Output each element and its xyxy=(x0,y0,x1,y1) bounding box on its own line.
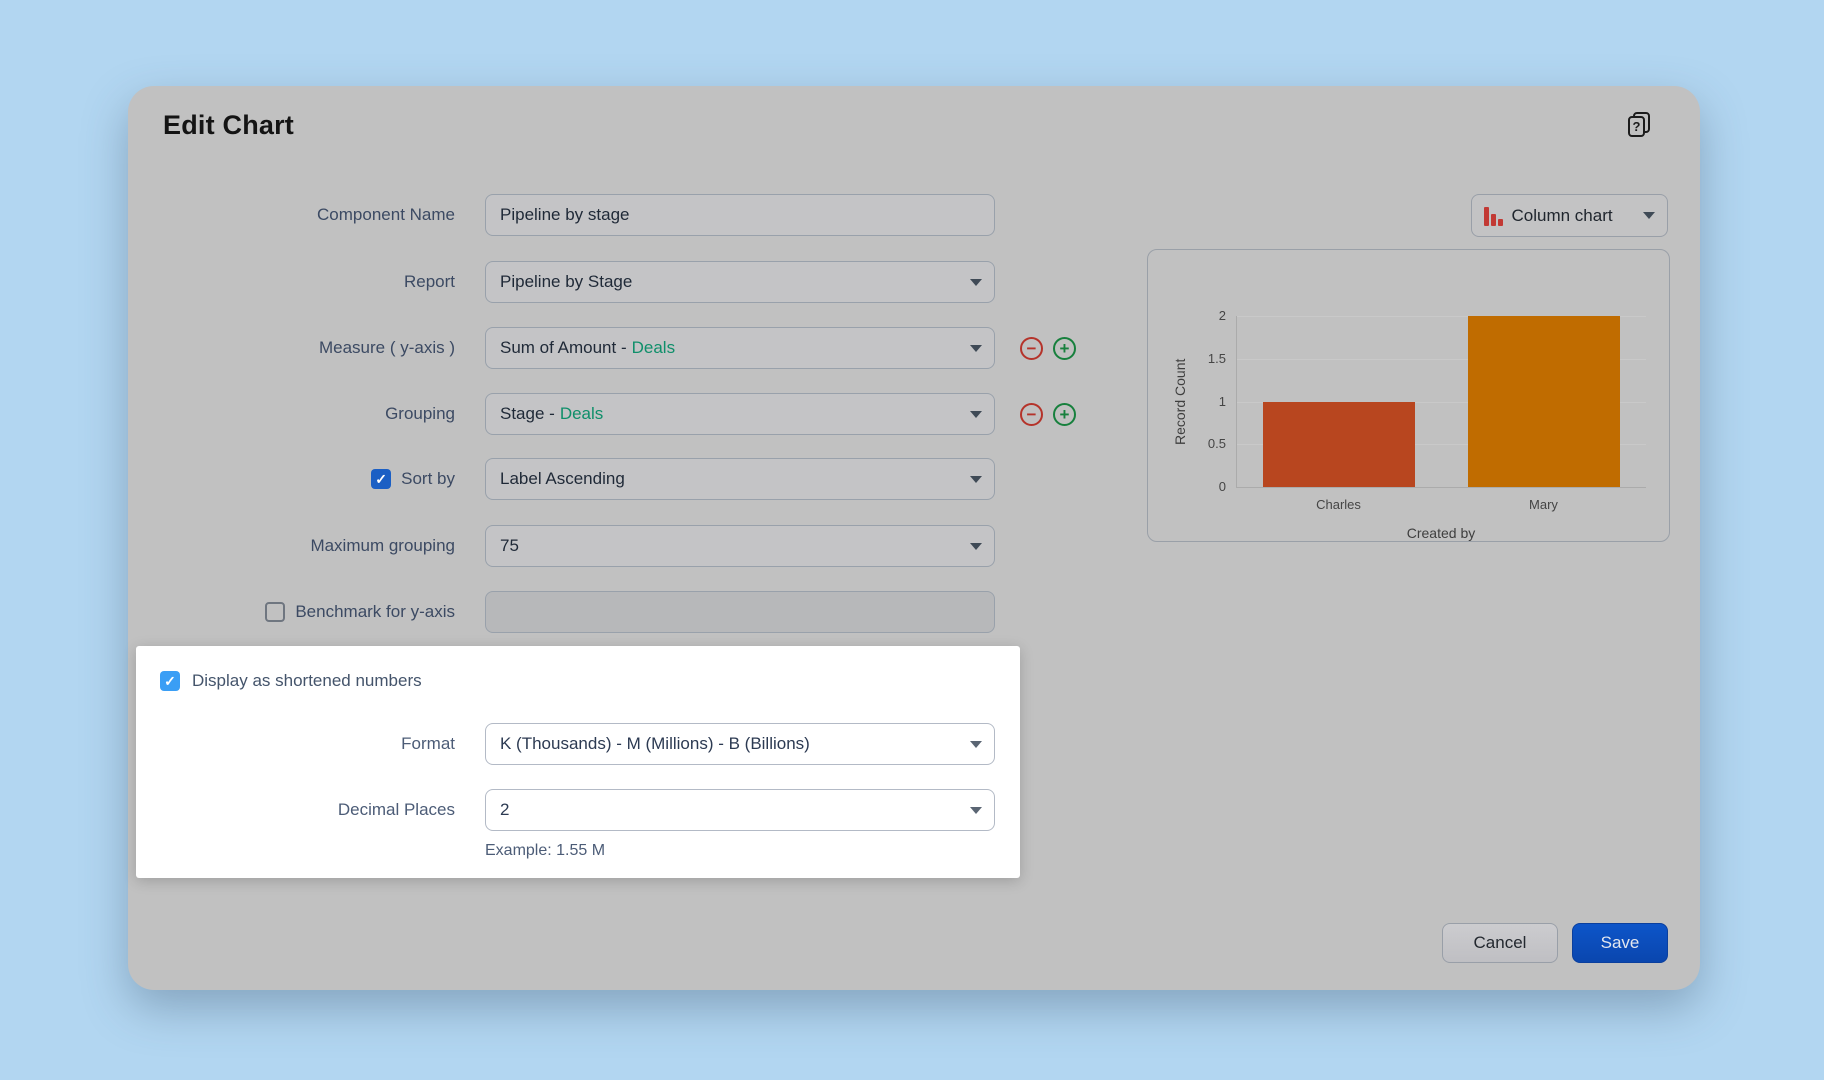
report-label: Report xyxy=(403,272,455,291)
measure-dropdown[interactable]: Sum of Amount - Deals xyxy=(485,327,995,369)
sort-by-label: Sort by xyxy=(401,469,455,488)
chart-bar xyxy=(1262,401,1415,487)
chevron-down-icon xyxy=(1643,212,1655,219)
report-dropdown[interactable]: Pipeline by Stage xyxy=(485,261,995,303)
row-measure: Measure ( y-axis ) Sum of Amount - Deals… xyxy=(128,327,1076,369)
chart-y-tick: 0 xyxy=(1218,479,1226,494)
chart-x-axis-line xyxy=(1236,487,1646,488)
sort-by-checkbox[interactable]: ✓ xyxy=(371,469,392,489)
format-example-text: Example: 1.55 M xyxy=(485,842,606,859)
chevron-down-icon xyxy=(970,279,982,286)
sort-by-dropdown[interactable]: Label Ascending xyxy=(485,458,995,500)
chevron-down-icon xyxy=(970,741,982,748)
benchmark-checkbox[interactable] xyxy=(265,602,286,622)
chart-y-axis-line xyxy=(1236,316,1237,487)
dialog-title: Edit Chart xyxy=(163,110,295,140)
maximum-grouping-label: Maximum grouping xyxy=(310,536,455,555)
format-value: K (Thousands) - M (Millions) - B (Billio… xyxy=(500,734,810,753)
chevron-down-icon xyxy=(970,807,982,814)
chart-y-tick: 1.5 xyxy=(1207,350,1226,366)
chart-gridline xyxy=(1236,316,1646,317)
chart-gridline xyxy=(1236,444,1646,446)
question-mark-icon: ? xyxy=(1628,116,1645,137)
grouping-module: Deals xyxy=(559,404,604,423)
chart-y-tick: 1 xyxy=(1218,393,1226,409)
grouping-value: Stage - xyxy=(500,404,555,423)
row-decimal-places: Decimal Places 2 xyxy=(136,789,995,831)
chart-gridline xyxy=(1236,401,1646,403)
chart-preview: Record Count Created by 0 0.5 1 1.5 2 Charles… xyxy=(1147,249,1670,542)
row-sort-by: ✓ Sort by Label Ascending xyxy=(128,458,995,500)
measure-module: Deals xyxy=(631,338,676,357)
chevron-down-icon xyxy=(970,476,982,483)
chart-x-tick: Charles xyxy=(1316,497,1361,512)
chart-y-tick: 0.5 xyxy=(1207,436,1226,452)
chart-type-dropdown[interactable]: Column chart xyxy=(1471,194,1668,237)
chart-gridline xyxy=(1236,358,1646,360)
decimal-places-label: Decimal Places xyxy=(337,800,455,819)
maximum-grouping-value: 75 xyxy=(500,536,519,555)
chart-x-axis-title: Created by xyxy=(1406,525,1476,541)
cancel-button[interactable]: Cancel xyxy=(1442,923,1558,963)
grouping-label: Grouping xyxy=(385,404,455,423)
component-name-label: Component Name xyxy=(317,205,455,224)
chart-type-label: Column chart xyxy=(1511,205,1613,225)
benchmark-input[interactable] xyxy=(485,591,995,633)
maximum-grouping-dropdown[interactable]: 75 xyxy=(485,525,995,567)
row-format: Format K (Thousands) - M (Millions) - B … xyxy=(136,723,995,765)
chart-y-tick: 2 xyxy=(1218,308,1226,323)
format-label: Format xyxy=(401,734,455,753)
report-value: Pipeline by Stage xyxy=(500,272,633,291)
shortened-numbers-checkbox[interactable]: ✓ xyxy=(160,671,180,691)
sort-by-value: Label Ascending xyxy=(500,469,625,488)
add-grouping-icon[interactable]: + xyxy=(1053,403,1076,426)
grouping-dropdown[interactable]: Stage - Deals xyxy=(485,393,995,435)
row-maximum-grouping: Maximum grouping 75 xyxy=(128,525,995,567)
shortened-numbers-label: Display as shortened numbers xyxy=(192,671,422,690)
row-grouping: Grouping Stage - Deals − + xyxy=(128,393,1076,435)
row-report: Report Pipeline by Stage xyxy=(128,261,995,303)
shortened-numbers-section: ✓ Display as shortened numbers Format K … xyxy=(136,646,1020,878)
remove-grouping-icon[interactable]: − xyxy=(1020,403,1043,426)
chevron-down-icon xyxy=(970,345,982,352)
decimal-places-value: 2 xyxy=(500,800,510,819)
edit-chart-dialog: Edit Chart ? Component Name Report Pipel… xyxy=(128,86,1700,990)
column-chart-icon xyxy=(1484,206,1503,226)
remove-measure-icon[interactable]: − xyxy=(1020,337,1043,360)
format-dropdown[interactable]: K (Thousands) - M (Millions) - B (Billio… xyxy=(485,723,995,765)
chevron-down-icon xyxy=(970,543,982,550)
chevron-down-icon xyxy=(970,411,982,418)
chart-x-tick: Mary xyxy=(1529,497,1558,512)
help-doc-icon[interactable]: ? xyxy=(1626,112,1656,142)
measure-label: Measure ( y-axis ) xyxy=(318,338,455,357)
chart-bar xyxy=(1467,316,1620,487)
add-measure-icon[interactable]: + xyxy=(1053,337,1076,360)
benchmark-label: Benchmark for y-axis xyxy=(295,602,455,621)
component-name-input[interactable] xyxy=(485,194,995,236)
decimal-places-dropdown[interactable]: 2 xyxy=(485,789,995,831)
measure-value: Sum of Amount - xyxy=(500,338,627,357)
save-button[interactable]: Save xyxy=(1572,923,1668,963)
